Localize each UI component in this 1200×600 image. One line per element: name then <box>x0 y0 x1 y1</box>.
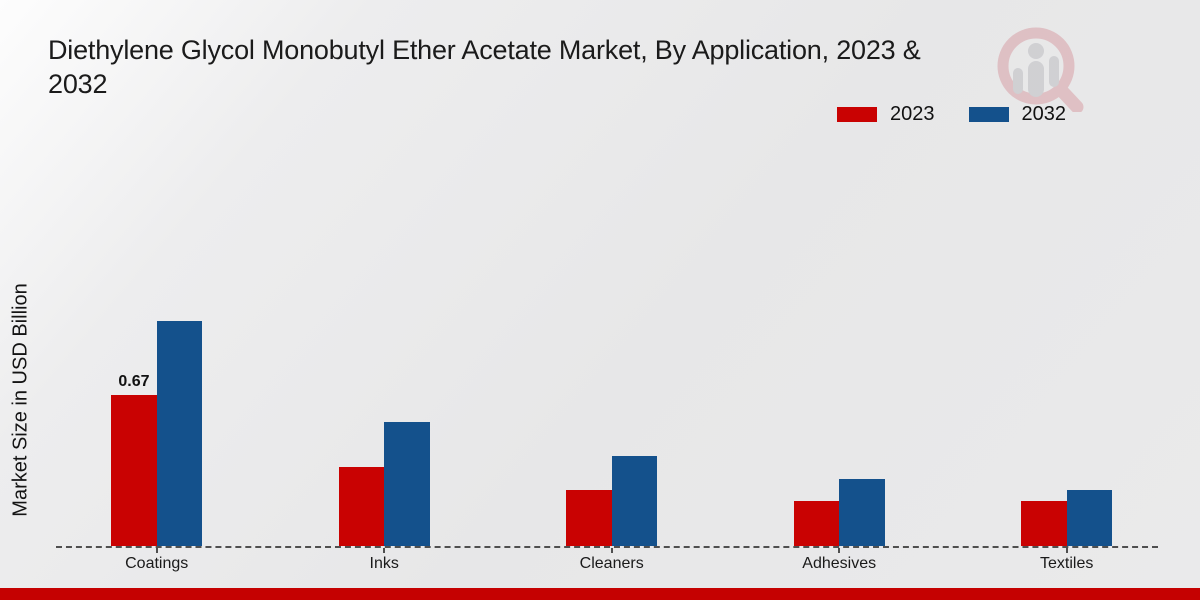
magnifier-people-logo-watermark-icon <box>988 24 1084 114</box>
bar-2023-textiles <box>1021 501 1067 546</box>
x-axis-label-coatings: Coatings <box>125 555 189 572</box>
x-axis-tick <box>838 548 841 553</box>
legend-label-2023: 2023 <box>890 103 935 125</box>
bar-2032-cleaners <box>611 456 658 546</box>
legend-swatch-2032 <box>968 107 1009 122</box>
y-axis-title: Market Size in USD Billion <box>9 283 32 517</box>
bar-2023-cleaners <box>566 489 612 546</box>
x-axis-label-cleaners: Cleaners <box>579 555 644 572</box>
bar-2032-inks <box>384 422 430 546</box>
chart-title-line1: Diethylene Glycol Monobutyl Ether Acetat… <box>48 35 921 65</box>
bar-2023-inks <box>338 467 385 546</box>
bar-2032-adhesives <box>839 478 885 546</box>
bar-2032-textiles <box>1066 489 1113 546</box>
x-axis-tick <box>610 548 613 553</box>
bar-2023-coatings <box>111 395 157 546</box>
legend: 2023 2032 <box>837 103 1066 126</box>
x-axis-label-adhesives: Adhesives <box>802 555 877 572</box>
bar-value-label-coatings-2023: 0.67 <box>118 373 150 391</box>
x-axis-tick <box>155 548 158 553</box>
legend-label-2032: 2032 <box>1021 103 1067 125</box>
x-axis-tick <box>1065 548 1068 553</box>
x-axis-label-textiles: Textiles <box>1040 555 1094 572</box>
x-axis-label-inks: Inks <box>369 555 399 572</box>
footer-accent-bar <box>0 588 1200 600</box>
legend-item-2023: 2023 <box>837 103 935 126</box>
legend-swatch-2023 <box>837 107 877 122</box>
x-axis-tick <box>383 548 386 553</box>
chart-title: Diethylene Glycol Monobutyl Ether Acetat… <box>48 33 1178 101</box>
legend-item-2032: 2032 <box>968 103 1067 126</box>
plot-area: Coatings Inks Cleaners Adhesives Textiles 0.6… <box>56 150 1158 572</box>
bar-2032-coatings <box>156 321 203 546</box>
chart-title-line2: 2032 <box>48 69 108 99</box>
bar-2023-adhesives <box>793 501 840 546</box>
